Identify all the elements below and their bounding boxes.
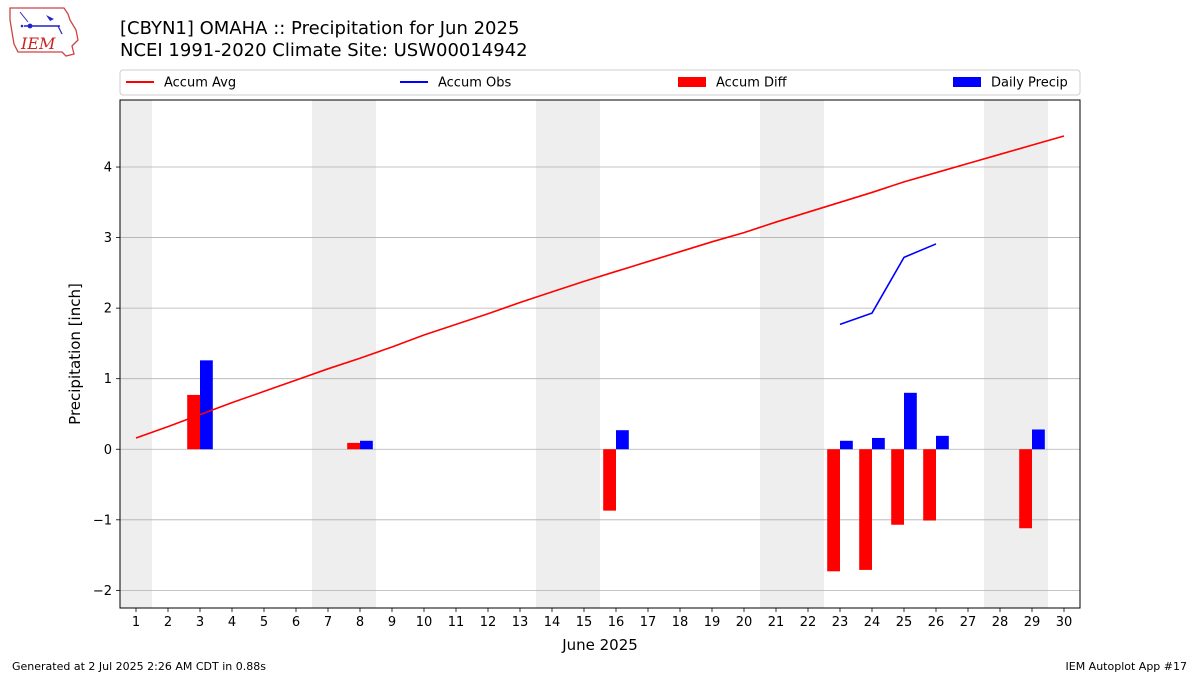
x-tick-label: 28: [992, 615, 1009, 630]
weekend-shade: [536, 100, 568, 608]
weekend-shade: [760, 100, 792, 608]
weekend-shade: [1016, 100, 1048, 608]
iem-logo: IEM: [6, 4, 82, 62]
accum-diff-bar: [891, 449, 904, 525]
x-tick-label: 16: [608, 615, 625, 630]
daily-precip-bar: [936, 435, 949, 450]
chart-title: [CBYN1] OMAHA :: Precipitation for Jun 2…: [120, 18, 520, 39]
x-tick-label: 20: [736, 615, 753, 630]
y-tick-label: 4: [104, 161, 112, 176]
legend-swatch-diff: [678, 77, 706, 87]
legend-label-daily: Daily Precip: [991, 76, 1068, 91]
daily-precip-bar: [360, 440, 373, 450]
weekend-shade: [568, 100, 600, 608]
accum-obs-line: [839, 243, 937, 326]
x-tick-label: 24: [864, 615, 881, 630]
weekend-shade: [312, 100, 344, 608]
y-axis-label: Precipitation [inch]: [66, 283, 84, 425]
daily-precip-bar: [904, 392, 917, 450]
chart-subtitle: NCEI 1991-2020 Climate Site: USW00014942: [120, 40, 528, 61]
x-tick-label: 1: [132, 615, 140, 630]
logo-text: IEM: [20, 34, 56, 53]
x-tick-label: 26: [928, 615, 945, 630]
accum-diff-bar: [827, 449, 840, 572]
x-tick-label: 21: [768, 615, 785, 630]
x-tick-label: 30: [1056, 615, 1073, 630]
x-tick-label: 27: [960, 615, 977, 630]
daily-precip-bar: [200, 360, 213, 450]
legend-label-obs: Accum Obs: [438, 76, 511, 91]
generated-timestamp: Generated at 2 Jul 2025 2:26 AM CDT in 0…: [12, 660, 266, 673]
plot-frame: [119, 99, 1081, 609]
x-tick-label: 2: [164, 615, 172, 630]
legend-swatch-daily: [953, 77, 981, 87]
daily-precip-bar: [1032, 429, 1045, 450]
y-tick-label: 3: [104, 231, 112, 246]
x-tick-label: 9: [388, 615, 396, 630]
y-tick-label: −2: [93, 584, 112, 599]
x-tick-label: 15: [576, 615, 593, 630]
app-credit: IEM Autoplot App #17: [1065, 660, 1188, 673]
daily-precip-bar: [840, 440, 853, 450]
x-tick-label: 11: [448, 615, 465, 630]
daily-precip-bar: [616, 430, 629, 450]
x-tick-label: 3: [196, 615, 204, 630]
x-tick-label: 7: [324, 615, 332, 630]
x-tick-label: 29: [1024, 615, 1041, 630]
accum-diff-bar: [187, 394, 200, 450]
accum-diff-bar: [923, 449, 936, 521]
x-tick-label: 14: [544, 615, 561, 630]
weekend-shade: [792, 100, 824, 608]
x-tick-label: 10: [416, 615, 433, 630]
y-tick-label: 1: [104, 372, 112, 387]
x-tick-label: 18: [672, 615, 689, 630]
x-tick-label: 5: [260, 615, 268, 630]
x-tick-label: 6: [292, 615, 300, 630]
y-tick-label: 0: [104, 443, 112, 458]
x-axis-label: June 2025: [561, 636, 638, 654]
x-tick-label: 25: [896, 615, 913, 630]
x-tick-label: 8: [356, 615, 364, 630]
legend-box: [119, 69, 1081, 96]
accum-avg-line: [135, 135, 1065, 439]
x-tick-label: 12: [480, 615, 497, 630]
y-tick-label: −1: [93, 513, 112, 528]
daily-precip-bar: [872, 437, 885, 450]
accum-diff-bar: [1019, 449, 1032, 529]
legend-label-avg: Accum Avg: [164, 76, 236, 91]
x-tick-label: 17: [640, 615, 657, 630]
x-tick-label: 4: [228, 615, 236, 630]
x-tick-label: 22: [800, 615, 817, 630]
accum-diff-bar: [603, 449, 616, 511]
weekend-shade: [120, 100, 152, 608]
x-tick-label: 23: [832, 615, 849, 630]
legend-label-diff: Accum Diff: [716, 76, 788, 91]
y-tick-label: 2: [104, 302, 112, 317]
accum-diff-bar: [347, 442, 360, 450]
x-tick-label: 13: [512, 615, 529, 630]
weekend-shade: [984, 100, 1016, 608]
accum-diff-bar: [859, 449, 872, 570]
x-tick-label: 19: [704, 615, 721, 630]
